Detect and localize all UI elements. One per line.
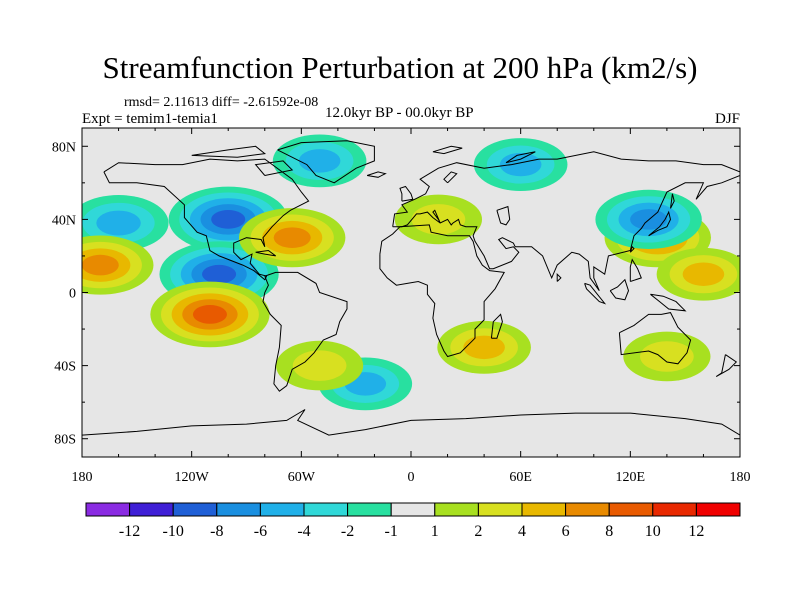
colorbar-label: -4 (297, 523, 310, 540)
colorbar-label: 4 (518, 523, 526, 540)
colorbar-swatch (608, 502, 654, 517)
coastline-arabia-caspian (496, 205, 511, 226)
anomaly-14 (437, 320, 531, 374)
coastline-layer (82, 140, 740, 448)
coastline-sri-lanka (556, 272, 562, 282)
coastline-madagascar (490, 313, 503, 339)
colorbar-swatch (434, 502, 479, 517)
colorbar-label: 12 (688, 523, 704, 540)
colorbar-swatch (652, 502, 697, 517)
colorbar-label: -2 (341, 523, 354, 540)
colorbar-swatch (172, 502, 218, 517)
x-tick-label: 180 (730, 470, 751, 485)
coastline-borneo (609, 278, 630, 301)
contour-fill (96, 210, 141, 236)
colorbar-swatch (85, 502, 131, 517)
coastline-cuba (255, 249, 276, 257)
coastline-british-isles (399, 185, 414, 202)
axis-layer: 180 120W 60W 0 60E 120E 180 80N 40N 0 40S 80S (52, 128, 751, 485)
x-tick-label: 60W (288, 470, 316, 485)
coastline-australia (618, 312, 692, 365)
x-tick-label: 120W (175, 470, 210, 485)
anomaly-7 (272, 134, 367, 188)
contour-fill (640, 341, 694, 372)
contour-fill (82, 254, 119, 276)
x-tick-label: 120E (616, 470, 646, 485)
colorbar-label: 1 (431, 523, 439, 540)
anomaly-6 (238, 208, 346, 268)
contour-fill (273, 227, 311, 248)
contour-fill (202, 264, 237, 284)
colorbar-label: -6 (254, 523, 267, 540)
colorbar-label: 8 (605, 523, 613, 540)
coastline-new-zealand (715, 354, 738, 378)
coastline-novaya-zemlya (505, 151, 536, 164)
coastline-svalbard (432, 145, 463, 155)
colorbar-swatch (347, 502, 392, 517)
coastline-canadian-archipelago (191, 145, 267, 158)
anomaly-13 (276, 340, 364, 391)
coastline-taiwan (629, 245, 635, 253)
colorbar-swatch (695, 502, 741, 517)
coastline-baffin (254, 160, 294, 176)
coastline-greenland (277, 140, 375, 184)
coastline-new-guinea (650, 293, 687, 312)
coastline-antarctica (82, 409, 740, 448)
contour-fill (682, 262, 725, 286)
coastline-europe-asia (392, 151, 740, 291)
right-subtitle: DJF (714, 111, 740, 127)
colorbar-label: 6 (562, 523, 570, 540)
colorbar-label: -12 (119, 523, 140, 540)
anomaly-3 (82, 235, 154, 295)
y-tick-label: 80N (52, 140, 76, 155)
center-subtitle: 12.0kyr BP - 00.0kyr BP (325, 105, 474, 121)
coastline-sumatra (584, 282, 607, 305)
colorbar-label: 2 (474, 523, 482, 540)
anomaly-10 (150, 281, 270, 348)
colorbar-label: -10 (163, 523, 184, 540)
colorbar-swatch (216, 502, 261, 517)
colorbar-swatch (565, 502, 610, 517)
colorbar-swatch (477, 502, 523, 517)
x-tick-label: 180 (72, 470, 93, 485)
colorbar-swatch (259, 502, 305, 517)
coastline-iceland (366, 171, 387, 178)
field-layer (82, 128, 740, 457)
coastline-scandinavia-gulf (443, 171, 458, 184)
stats-text: rmsd= 2.11613 diff= -2.61592e-08 (124, 95, 319, 110)
coastline-north-america (103, 158, 310, 281)
contour-fill (298, 149, 341, 173)
y-tick-label: 80S (54, 433, 76, 448)
coastline-africa (379, 224, 505, 358)
coastline-philippines (629, 258, 642, 282)
x-tick-label: 0 (408, 470, 415, 485)
left-subtitle: Expt = temim1-temia1 (82, 111, 218, 127)
y-tick-label: 40S (54, 360, 76, 375)
anomaly-11 (656, 247, 740, 301)
colorbar-swatch (129, 502, 174, 517)
x-tick-label: 60E (509, 470, 532, 485)
contour-fill (192, 305, 227, 324)
coastline-japan (648, 210, 672, 237)
coastline-south-america (262, 271, 348, 392)
contour-fill (211, 210, 246, 229)
colorbar-swatch (521, 502, 567, 517)
coastline-sakhalin (670, 193, 675, 209)
colorbar-label: -8 (210, 523, 223, 540)
colorbar: -12 -10 -8 -6 -4 -2 -1 1 2 4 6 8 10 12 (85, 502, 741, 540)
contour-fill (499, 152, 542, 177)
colorbar-swatch (303, 502, 349, 517)
anomaly-15 (623, 331, 711, 382)
y-tick-label: 40N (52, 213, 76, 228)
chart-title: Streamfunction Perturbation at 200 hPa (… (102, 50, 698, 85)
contour-fill (292, 350, 347, 381)
contour-fill (463, 335, 505, 360)
colorbar-swatch (390, 502, 436, 517)
y-tick-label: 0 (69, 287, 76, 302)
colorbar-label: 10 (645, 523, 661, 540)
anomaly-8 (473, 138, 568, 191)
colorbar-label: -1 (385, 523, 398, 540)
